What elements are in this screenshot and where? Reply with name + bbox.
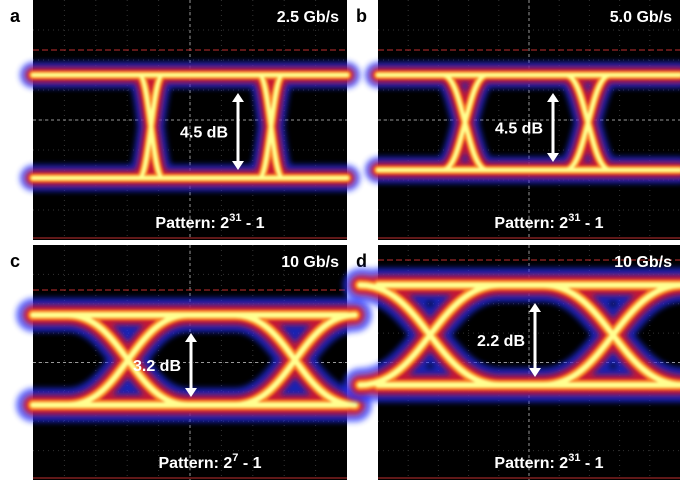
- extinction-label: 3.2 dB: [133, 358, 181, 375]
- pattern-suffix: - 1: [238, 455, 261, 472]
- pattern-label: Pattern: 231 - 1: [155, 212, 264, 232]
- pattern-suffix: - 1: [241, 215, 264, 232]
- bit-rate: 10 Gb/s: [614, 254, 672, 271]
- bit-rate: 10 Gb/s: [281, 254, 339, 271]
- pattern-base: Pattern: 2: [155, 215, 229, 232]
- pattern-exponent: 31: [568, 452, 580, 464]
- pattern-label: Pattern: 231 - 1: [494, 212, 603, 232]
- eye-diagram: 4.5 dB 2.5 Gb/s Pattern: 231 - 1: [33, 0, 347, 240]
- pattern-exponent: 31: [229, 212, 241, 224]
- panel-letter: c: [10, 251, 20, 271]
- pattern-label: Pattern: 27 - 1: [158, 452, 261, 472]
- panel-letter: b: [356, 6, 367, 26]
- pattern-base: Pattern: 2: [494, 215, 568, 232]
- extinction-label: 2.2 dB: [477, 333, 525, 350]
- pattern-exponent: 31: [568, 212, 580, 224]
- eye-diagram: 2.2 dB 10 Gb/s Pattern: 231 - 1: [360, 245, 680, 480]
- pattern-suffix: - 1: [580, 215, 603, 232]
- pattern-label: Pattern: 231 - 1: [494, 452, 603, 472]
- panel-letter: a: [10, 6, 21, 26]
- figure: a4.5 dB2.5 Gb/sPattern: 231 - 1b4.5 dB5.…: [0, 0, 680, 480]
- extinction-label: 4.5 dB: [180, 125, 228, 142]
- extinction-label: 4.5 dB: [495, 121, 543, 138]
- pattern-base: Pattern: 2: [494, 455, 568, 472]
- bit-rate: 5.0 Gb/s: [610, 9, 672, 26]
- pattern-base: Pattern: 2: [158, 455, 232, 472]
- eye-diagram: 4.5 dB 5.0 Gb/s Pattern: 231 - 1: [378, 0, 680, 240]
- pattern-suffix: - 1: [580, 455, 603, 472]
- eye-diagram: 3.2 dB 10 Gb/s Pattern: 27 - 1: [33, 245, 355, 480]
- bit-rate: 2.5 Gb/s: [277, 9, 339, 26]
